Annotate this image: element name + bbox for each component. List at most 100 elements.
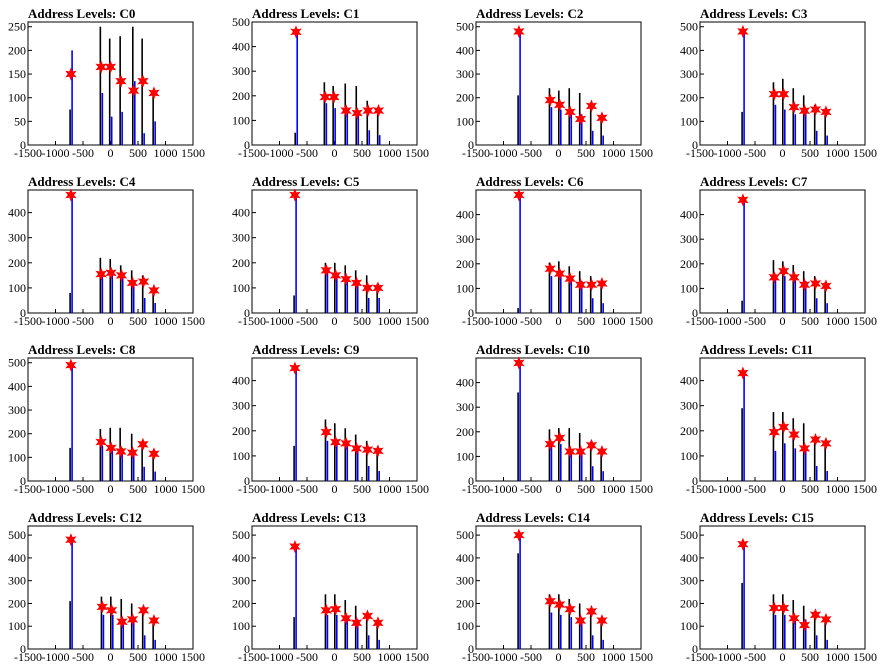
x-tick-label: 1500: [405, 314, 429, 328]
peak-marker-2: [104, 60, 117, 74]
peak-marker-3: [788, 611, 800, 625]
x-tick-label: -1000: [42, 482, 70, 496]
chart-panel-c7: Address Levels: C7 0 100 200 300 400 -1500 -100…: [680, 174, 877, 328]
peak-marker-2: [777, 601, 790, 615]
peak-marker-1: [544, 594, 556, 608]
x-tick-label: -500: [744, 650, 766, 664]
peak-marker-3: [340, 103, 352, 118]
y-tick-label: 500: [456, 20, 474, 34]
y-tick-label: 400: [8, 551, 26, 565]
peak-marker-2: [777, 264, 790, 278]
peak-marker-6: [596, 444, 608, 459]
y-tick-label: 200: [680, 91, 698, 105]
y-tick-label: 200: [680, 424, 698, 438]
peak-marker-3: [788, 270, 800, 284]
x-tick-label: 1500: [181, 482, 205, 496]
chart-panel-c4: Address Levels: C4 0 100 200 300 400 -1500 -100…: [8, 174, 205, 328]
peak-marker-1: [320, 263, 332, 277]
y-tick-label: 300: [8, 574, 26, 588]
x-tick-label: 500: [577, 146, 595, 160]
chart-title: Address Levels: C8: [28, 342, 136, 357]
chart-panel-c8: Address Levels: C80100200300400500-1500-…: [8, 342, 205, 496]
chart-panel-c15: Address Levels: C15 0 100 200 300 400 500 -1500…: [680, 510, 877, 664]
y-tick-label: 0: [244, 138, 250, 152]
chart-panel-c14: Address Levels: C14 0 100 200 300 400 500 -1500…: [456, 510, 653, 664]
x-tick-label: 0: [332, 482, 338, 496]
y-tick-label: 100: [232, 113, 250, 127]
x-tick-label: -1000: [714, 314, 742, 328]
y-tick-label: 0: [20, 306, 26, 320]
x-tick-label: -1500: [14, 650, 42, 664]
peak-marker-4: [126, 612, 139, 626]
y-tick-label: 200: [456, 91, 474, 105]
y-tick-label: 100: [8, 281, 26, 295]
peak-marker-1: [544, 93, 556, 107]
y-tick-label: 300: [8, 403, 26, 417]
x-tick-label: -1000: [266, 650, 294, 664]
peak-marker-4: [350, 441, 363, 455]
x-tick-label: 0: [780, 146, 786, 160]
peak-marker-5: [361, 609, 374, 623]
x-tick-label: -1500: [14, 314, 42, 328]
peak-marker-2: [105, 266, 117, 280]
y-tick-label: 200: [8, 596, 26, 610]
x-tick-label: -1000: [714, 482, 742, 496]
peak-marker-2: [328, 90, 340, 104]
x-tick-label: 1500: [629, 482, 653, 496]
x-tick-label: 500: [577, 650, 595, 664]
chart-title: Address Levels: C2: [476, 6, 583, 21]
y-tick-label: 200: [8, 256, 26, 270]
y-tick-label: 100: [680, 619, 698, 633]
peak-marker-2: [329, 268, 342, 282]
y-tick-label: 300: [680, 67, 698, 81]
peak-marker-4: [126, 276, 139, 290]
x-tick-label: -1500: [14, 146, 42, 160]
y-tick-label: 0: [692, 474, 698, 488]
x-tick-label: 0: [108, 314, 114, 328]
chart-title: Address Levels: C7: [700, 174, 808, 189]
peak-marker-1: [320, 603, 332, 617]
x-tick-label: 0: [108, 650, 114, 664]
y-tick-label: 400: [8, 379, 26, 393]
x-tick-label: 1500: [853, 314, 877, 328]
peak-marker-0: [289, 539, 301, 554]
x-tick-label: 1500: [181, 146, 205, 160]
y-tick-label: 200: [680, 257, 698, 271]
peak-marker-0: [289, 361, 301, 375]
peak-marker-0: [513, 188, 525, 202]
peak-marker-6: [372, 616, 384, 630]
peak-marker-4: [574, 112, 587, 126]
peak-marker-1: [95, 267, 107, 281]
peak-marker-0: [65, 188, 77, 202]
chart-panel-c2: Address Levels: C20100200300400500-1500-…: [456, 6, 653, 160]
peak-marker-3: [564, 271, 576, 286]
chart-title: Address Levels: C0: [28, 6, 135, 21]
x-tick-label: -1000: [266, 146, 294, 160]
y-tick-label: 100: [8, 450, 26, 464]
x-tick-label: -500: [296, 650, 318, 664]
peak-marker-6: [820, 279, 832, 293]
y-tick-label: 50: [14, 114, 26, 128]
x-tick-label: 1500: [853, 482, 877, 496]
peak-marker-4: [350, 616, 363, 630]
peak-marker-5: [137, 437, 149, 451]
chart-panel-c6: Address Levels: C6 0 100 200 300 400 -1500 -100…: [456, 174, 653, 328]
x-tick-label: 1000: [154, 146, 178, 160]
y-tick-label: 100: [680, 281, 698, 295]
peak-marker-2: [777, 420, 790, 434]
peak-marker-4: [126, 446, 139, 460]
x-tick-label: 1000: [378, 482, 402, 496]
x-tick-label: -500: [520, 146, 542, 160]
peak-marker-3: [340, 436, 352, 450]
y-tick-label: 200: [8, 43, 26, 57]
y-tick-label: 300: [8, 231, 26, 245]
peak-marker-5: [585, 438, 598, 452]
x-tick-label: 0: [108, 482, 114, 496]
peak-marker-0: [737, 366, 749, 380]
peak-marker-5: [137, 275, 150, 289]
y-tick-label: 400: [232, 206, 250, 220]
y-tick-label: 400: [680, 43, 698, 57]
y-tick-label: 0: [20, 138, 26, 152]
x-tick-label: -500: [744, 146, 766, 160]
y-tick-label: 0: [692, 138, 698, 152]
